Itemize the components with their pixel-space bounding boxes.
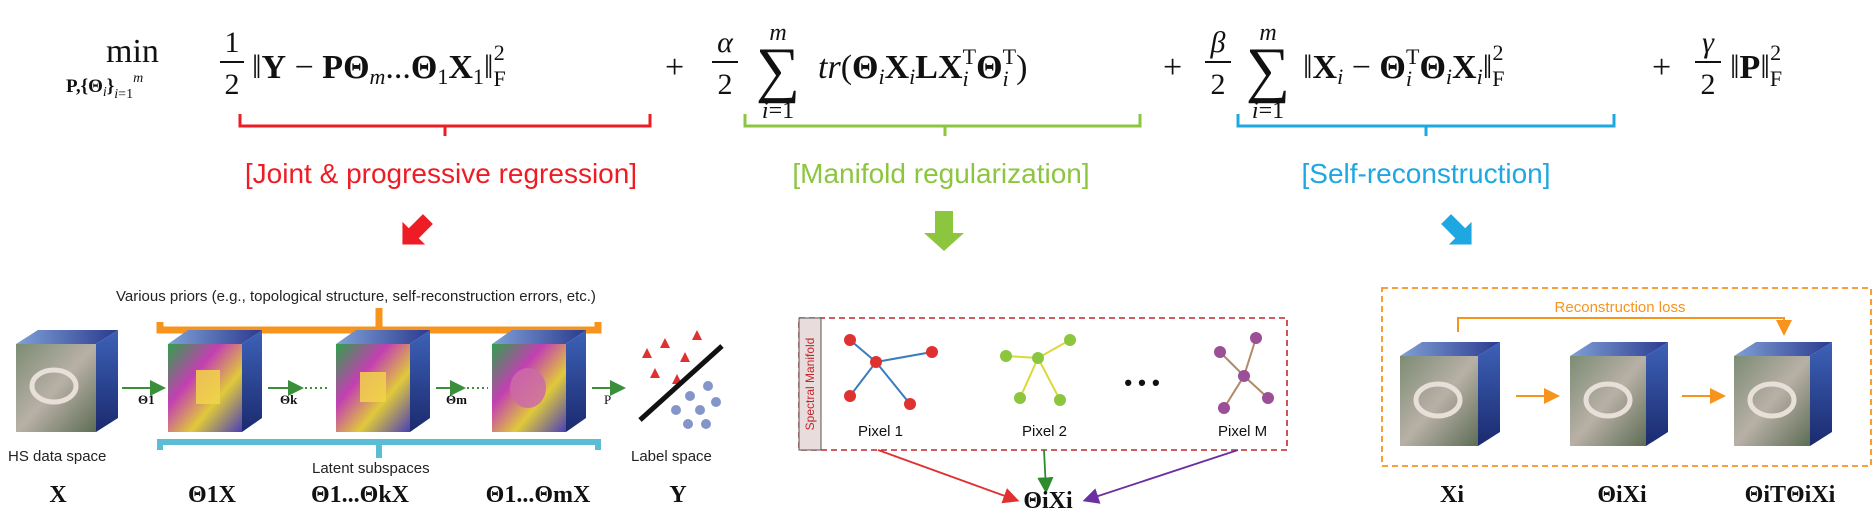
cube-thetak [336, 330, 430, 432]
svg-text:∑: ∑ [1246, 36, 1290, 104]
bottom-label-theta1k: Θ1...ΘkX [310, 482, 410, 508]
svg-text:β: β [1210, 26, 1226, 59]
latent-subspaces-label: Latent subspaces [312, 460, 430, 477]
term1-body: ‖Y − PΘm...Θ1X1‖F2 [252, 40, 506, 91]
cube-hs [16, 330, 118, 432]
pixelM-label: Pixel M [1218, 423, 1267, 440]
bottom-label-x: X [49, 482, 67, 508]
bottom-label-thetaixi: ΘiXi [1597, 482, 1647, 508]
reconstruction-loss-label: Reconstruction loss [1555, 299, 1686, 316]
pixel1-label: Pixel 1 [858, 423, 903, 440]
spectral-manifold-label: Spectral Manifold [803, 338, 817, 431]
arrow-label-thetam: Θm [446, 392, 467, 407]
cube-theta1 [168, 330, 262, 432]
cube-thetaittheta [1734, 342, 1832, 446]
label-space-plot [638, 330, 724, 429]
pixel2-graph [1000, 334, 1076, 406]
spectral-manifold-tab [798, 317, 822, 451]
pixelM-graph [1214, 332, 1274, 414]
reconstruction-loss-arrow [1457, 317, 1792, 336]
term2-body: tr(ΘiXiLXiTΘiT) [818, 44, 1027, 91]
objective-equation: min P,{Θi}i=1m 1 2 ‖Y − PΘm...Θ1X1‖F2 + … [66, 20, 1782, 124]
cube-xi [1400, 342, 1500, 446]
svg-text:+: + [1652, 49, 1671, 86]
svg-text:α: α [717, 26, 734, 59]
arrow-label-thetak: Θk [280, 392, 298, 407]
pixel-ellipsis: • • • [1124, 370, 1159, 395]
cube-thetaixi [1570, 342, 1668, 446]
panel-manifold: Spectral Manifold • • • [798, 317, 1288, 504]
brace-self-reconstruction [1236, 114, 1616, 136]
arrow-red [402, 214, 433, 245]
brace-joint-regression [238, 114, 652, 136]
svg-text:+: + [665, 49, 684, 86]
bottom-label-theta1x: Θ1X [188, 482, 236, 508]
bottom-label-y: Y [669, 482, 687, 508]
term3-body: ‖Xi − ΘiTΘiXi‖F2 [1303, 40, 1505, 91]
priors-bracket [156, 308, 602, 334]
min-operator: min [106, 33, 159, 70]
label-joint-regression: [Joint & progressive regression] [244, 158, 638, 189]
min-subscript: P,{Θi}i=1m [66, 71, 143, 102]
latent-bracket [157, 439, 601, 458]
svg-text:i=1: i=1 [1252, 98, 1284, 124]
arrow-blue [1441, 214, 1472, 245]
label-self-reconstruction: [Self-reconstruction] [1301, 158, 1551, 189]
arrow-label-p: P [604, 392, 611, 407]
svg-text:2: 2 [718, 68, 733, 101]
panel-regression: Θ1 Θk Θm P [16, 308, 724, 458]
hs-data-space-label: HS data space [8, 448, 107, 465]
reconstruction-box [1381, 287, 1872, 467]
svg-text:2: 2 [1701, 68, 1716, 101]
arrow-label-theta1: Θ1 [138, 392, 155, 407]
term4-body: ‖P‖F2 [1730, 40, 1782, 91]
priors-label: Various priors (e.g., topological struct… [116, 288, 596, 305]
pixel2-label: Pixel 2 [1022, 423, 1067, 440]
manifold-output-label: ΘiXi [1023, 488, 1073, 514]
svg-text:γ: γ [1702, 26, 1715, 59]
svg-text:m: m [1259, 20, 1276, 46]
panel-self-reconstruction: Reconstruction loss [1381, 287, 1872, 467]
svg-text:i=1: i=1 [762, 98, 794, 124]
cube-thetam [492, 330, 586, 432]
label-manifold: [Manifold regularization] [792, 158, 1090, 189]
pixel1-graph [844, 334, 938, 410]
bottom-label-xi: Xi [1440, 482, 1464, 508]
arrow-green [924, 211, 964, 251]
term-braces [238, 114, 1616, 136]
svg-text:∑: ∑ [756, 36, 800, 104]
svg-text:1: 1 [225, 26, 240, 59]
svg-text:+: + [1163, 49, 1182, 86]
label-space-label: Label space [631, 448, 712, 465]
svg-text:2: 2 [1211, 68, 1226, 101]
pointer-arrows [402, 211, 1472, 251]
svg-text:2: 2 [225, 68, 240, 101]
brace-manifold [743, 114, 1142, 136]
bottom-label-thetaittheta: ΘiTΘiXi [1744, 482, 1836, 508]
svg-text:m: m [769, 20, 786, 46]
bottom-label-theta1m: Θ1...ΘmX [485, 482, 591, 508]
